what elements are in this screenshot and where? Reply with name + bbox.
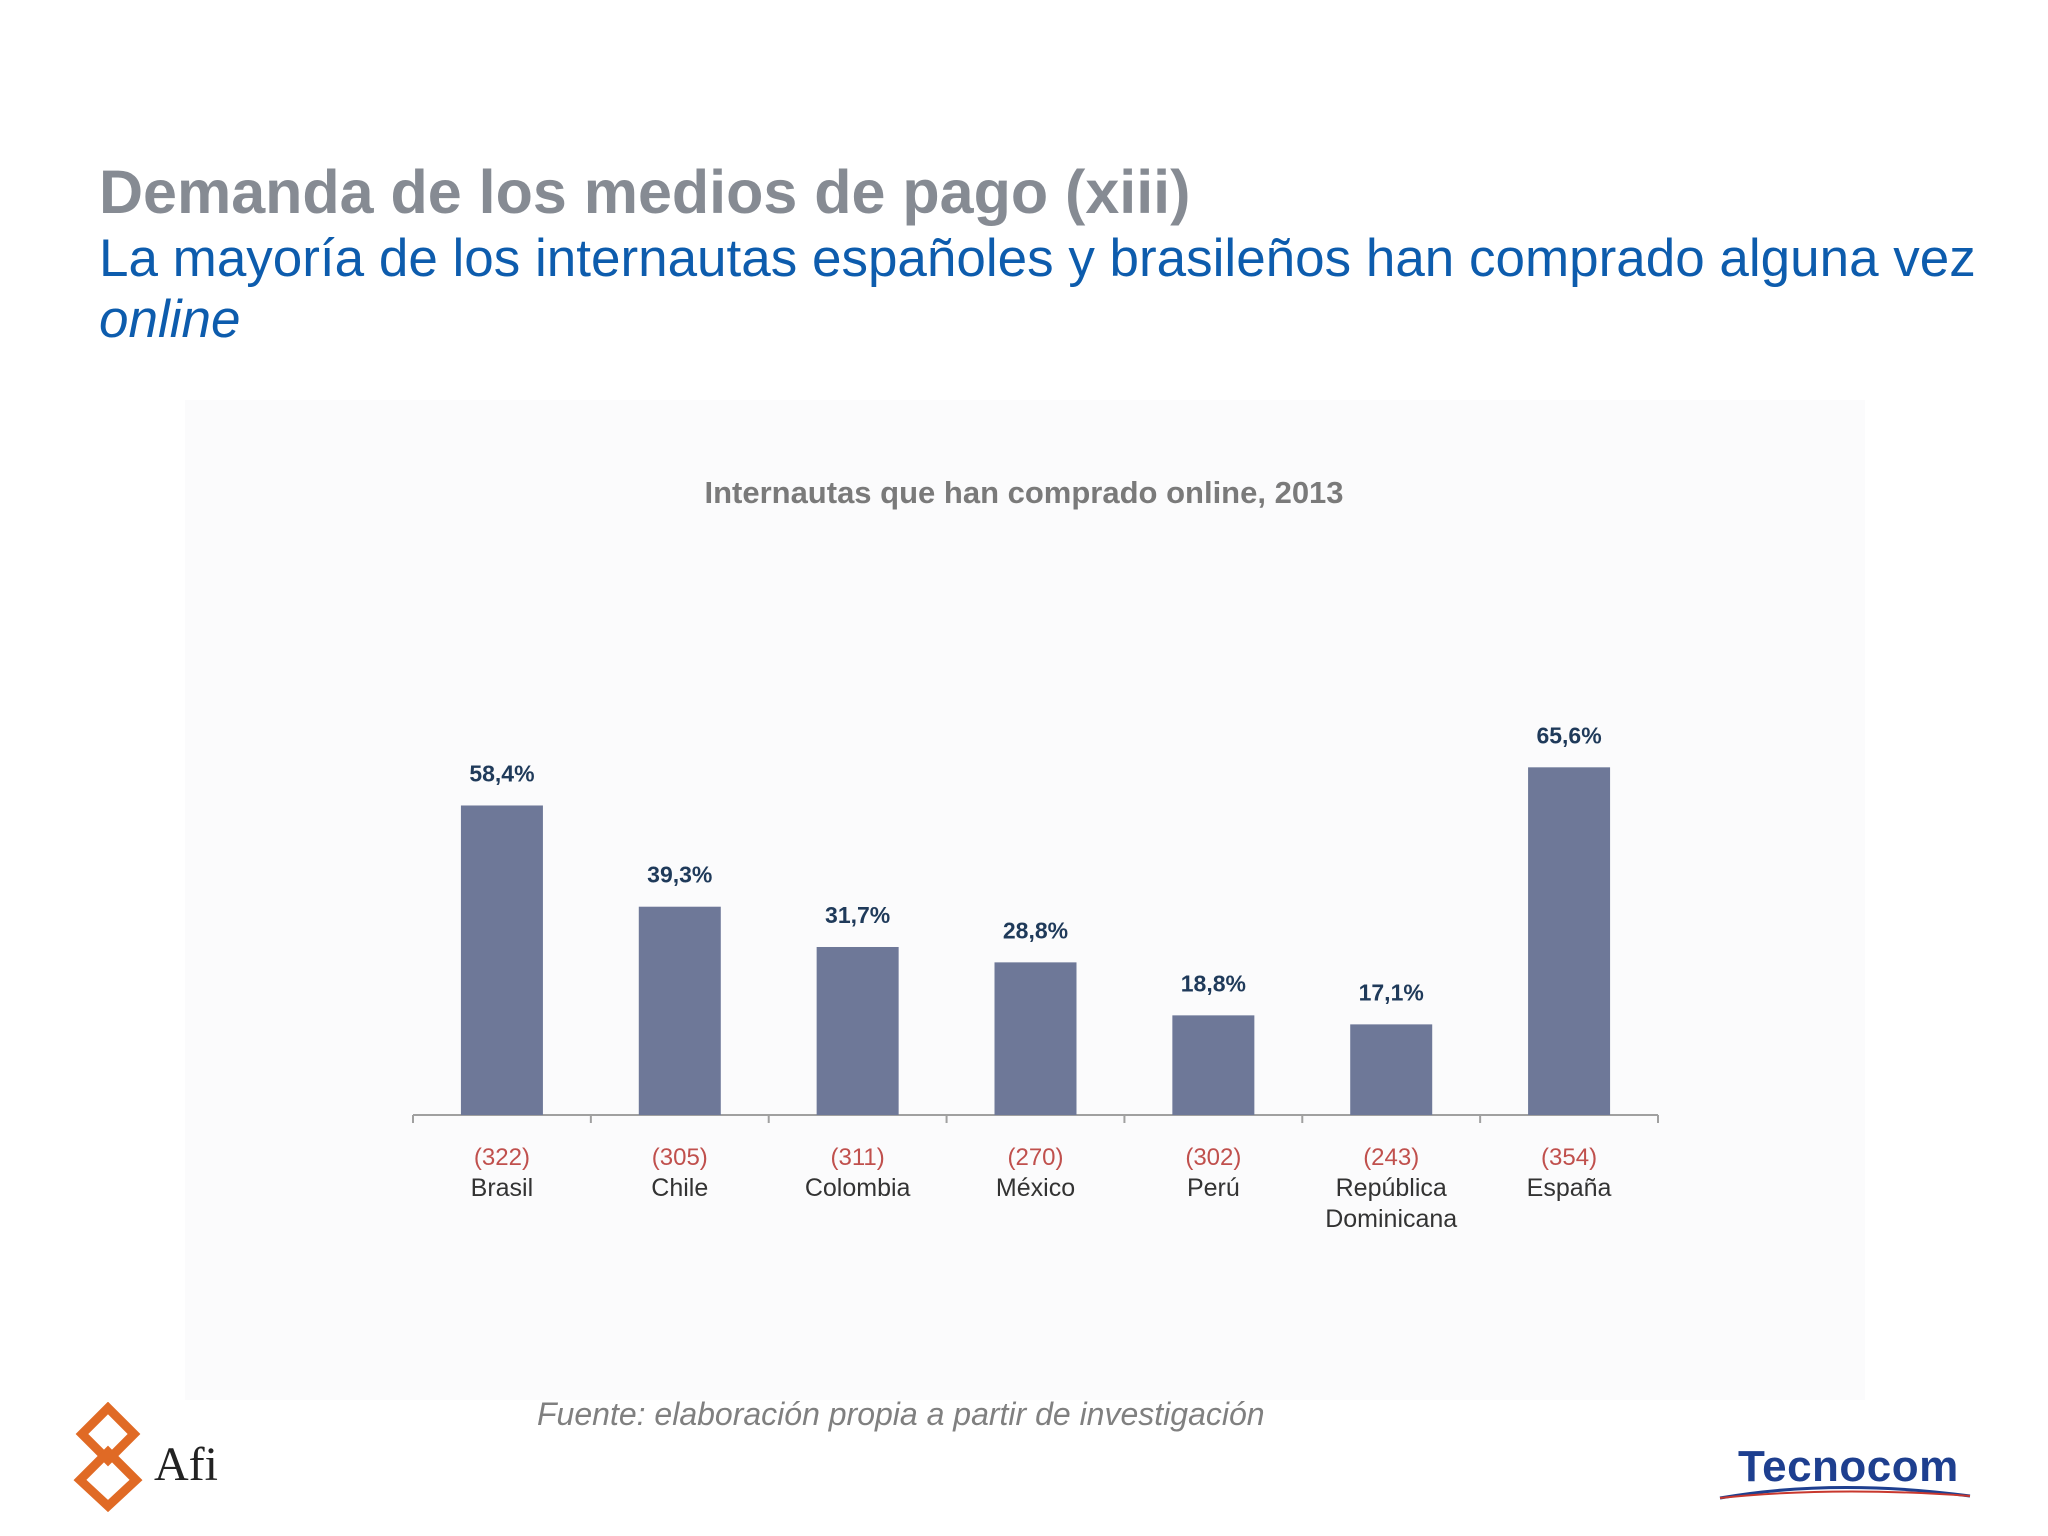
subtitle-text: La mayoría de los internautas españoles … (99, 229, 1976, 288)
subtitle-italic: online (99, 290, 241, 349)
source-note: Fuente: elaboración propia a partir de i… (537, 1396, 1265, 1432)
bar-5 (1350, 1024, 1433, 1115)
sample-size-label: (322) (474, 1144, 530, 1171)
category-label: República (1336, 1174, 1447, 1202)
tecnocom-logo-text: Tecnocom (1738, 1442, 1959, 1491)
sample-size-label: (305) (652, 1144, 708, 1171)
value-label: 28,8% (1003, 917, 1068, 943)
category-label: Chile (651, 1174, 708, 1202)
value-label: 65,6% (1536, 722, 1601, 748)
value-label: 39,3% (647, 862, 712, 888)
sample-size-label: (311) (831, 1144, 885, 1171)
page-subtitle: La mayoría de los internautas españoles … (99, 228, 1999, 350)
sample-size-label: (270) (1007, 1144, 1063, 1171)
category-label: Colombia (805, 1174, 911, 1202)
value-label: 18,8% (1181, 970, 1246, 996)
page-title: Demanda de los medios de pago (xiii) (99, 158, 1191, 226)
title-area: Demanda de los medios de pago (xiii) La … (99, 156, 1999, 350)
category-label: Perú (1187, 1174, 1240, 1202)
sample-size-label: (354) (1541, 1144, 1597, 1171)
value-label: 58,4% (469, 760, 534, 786)
chart-title: Internautas que han comprado online, 201… (704, 475, 1344, 510)
category-label: España (1527, 1174, 1612, 1202)
value-label: 17,1% (1359, 979, 1424, 1005)
afi-logo-text: Afi (154, 1438, 218, 1491)
afi-logo-icon (73, 1402, 143, 1512)
bar-chart: 58,4% (322) Brasil 39,3% (305) Chile 31,7% (311… (412, 722, 1659, 1233)
bar-2 (816, 946, 899, 1115)
category-label: Dominicana (1325, 1205, 1457, 1233)
sample-size-label: (302) (1185, 1144, 1241, 1171)
bar-3 (994, 962, 1077, 1115)
tecnocom-logo-icon (1719, 1486, 1971, 1500)
category-label: México (996, 1174, 1075, 1202)
bar-6 (1528, 767, 1611, 1115)
value-label: 31,7% (825, 902, 890, 928)
sample-size-label: (243) (1363, 1144, 1419, 1171)
category-label: Brasil (471, 1174, 534, 1202)
bar-0 (460, 805, 543, 1115)
bar-1 (638, 906, 721, 1115)
bar-4 (1172, 1015, 1255, 1115)
